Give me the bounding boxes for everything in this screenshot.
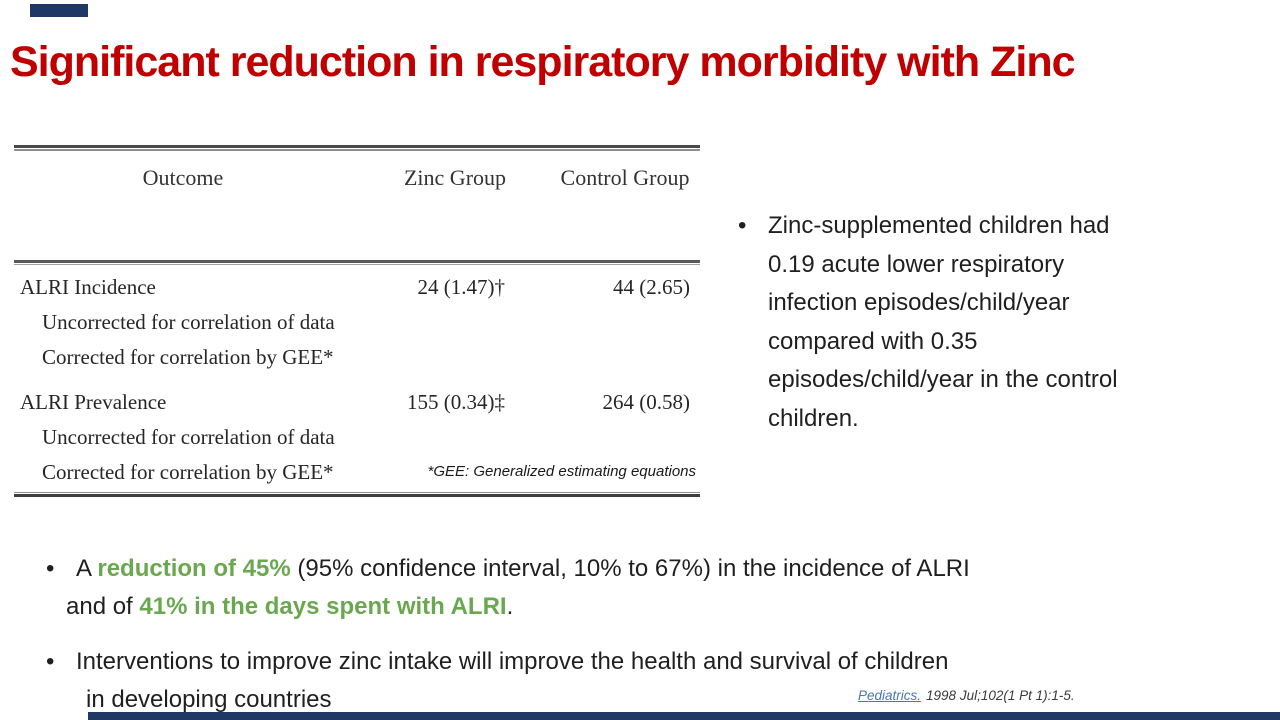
bullet-icon: • <box>46 648 55 675</box>
bullet-reduction-line1: A reduction of 45% (95% confidence inter… <box>76 550 1236 588</box>
text-segment: A <box>76 555 98 582</box>
subrow-label: Corrected for correlation by GEE* <box>42 460 334 484</box>
bullet-icon: • <box>738 212 747 239</box>
citation-details: 1998 Jul;102(1 Pt 1):1-5. <box>926 688 1075 703</box>
bullet-icon: • <box>46 555 55 582</box>
bullet-interventions-line2: in developing countries <box>86 686 332 713</box>
table-header-control: Control Group <box>560 165 690 190</box>
table-header-outcome: Outcome <box>142 165 224 190</box>
highlight-45pct: reduction of 45% <box>97 555 291 582</box>
table-subrow: Corrected for correlation by GEE* <box>20 345 700 375</box>
subrow-label: Uncorrected for correlation of data <box>42 425 335 449</box>
subrow-label: Corrected for correlation by GEE* <box>42 345 334 369</box>
control-value: 264 (0.58) <box>602 390 691 414</box>
text-segment: and of <box>66 593 140 620</box>
text-segment: (95% confidence interval, 10% to 67%) in… <box>290 555 970 582</box>
table-row-alri-prevalence: ALRI Prevalence 155 (0.34)‡ 264 (0.58) <box>20 390 700 420</box>
table-header-rule <box>14 260 700 265</box>
table-top-rule <box>14 145 700 151</box>
bullet-interventions-line1: Interventions to improve zinc intake wil… <box>76 648 949 675</box>
zinc-value: 24 (1.47)† <box>417 275 506 299</box>
bottom-accent-bar <box>88 712 1280 720</box>
text-segment: . <box>506 593 514 620</box>
side-bullet-episodes: • Zinc-supplemented children had 0.19 ac… <box>738 207 1213 438</box>
control-value: 44 (2.65) <box>613 275 690 299</box>
table-row-alri-incidence: ALRI Incidence 24 (1.47)† 44 (2.65) <box>20 275 700 305</box>
row-label: ALRI Prevalence <box>20 390 167 414</box>
bullet-reduction-line2: and of 41% in the days spent with ALRI. <box>66 588 1236 626</box>
subrow-label: Uncorrected for correlation of data <box>42 310 335 334</box>
row-label: ALRI Incidence <box>20 275 156 299</box>
top-left-accent-bar <box>30 4 88 17</box>
table-subrow: Uncorrected for correlation of data <box>20 310 700 340</box>
side-bullet-text: Zinc-supplemented children had 0.19 acut… <box>768 212 1118 432</box>
study-results-table: Outcome Zinc Group Control Group ALRI In… <box>14 145 700 501</box>
highlight-41pct: 41% in the days spent with ALRI <box>139 593 507 620</box>
bullet-reduction: • A reduction of 45% (95% confidence int… <box>46 550 1236 626</box>
zinc-value: 155 (0.34)‡ <box>407 390 505 414</box>
table-subrow: Uncorrected for correlation of data <box>20 425 700 455</box>
gee-footnote: *GEE: Generalized estimating equations <box>427 463 696 480</box>
table-bottom-rule <box>14 492 700 497</box>
table-subrow: Corrected for correlation by GEE* <box>20 460 700 490</box>
bullet-interventions: • Interventions to improve zinc intake w… <box>46 643 1236 719</box>
slide-title: Significant reduction in respiratory mor… <box>10 38 1076 86</box>
citation-journal-link[interactable]: Pediatrics. <box>858 688 922 703</box>
citation: Pediatrics. 1998 Jul;102(1 Pt 1):1-5. <box>858 688 1075 703</box>
table-header-zinc: Zinc Group <box>403 165 507 190</box>
